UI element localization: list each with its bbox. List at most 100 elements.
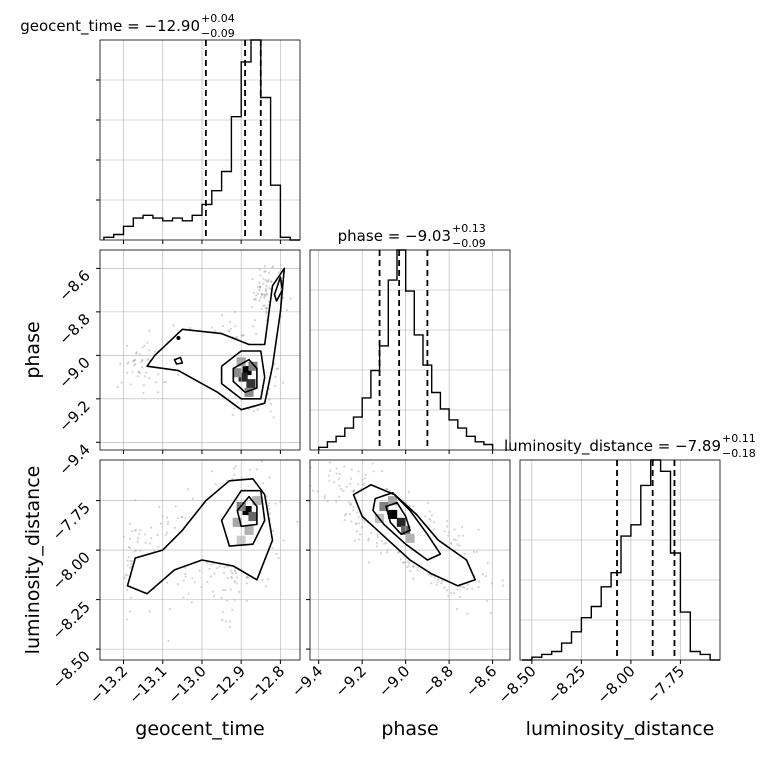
panel-frame-2-2 — [519, 459, 721, 661]
panel-frame-1-0 — [99, 249, 301, 451]
scatter-point — [229, 569, 232, 572]
scatter-point — [233, 473, 236, 477]
scatter-point — [433, 528, 436, 531]
scatter-point — [200, 585, 203, 589]
scatter-point — [222, 571, 226, 574]
scatter-point — [428, 510, 431, 513]
scatter-point — [386, 551, 389, 554]
scatter-point — [408, 561, 411, 565]
scatter-point — [412, 565, 415, 569]
scatter-point — [466, 587, 469, 591]
tick-label-y-phase-0: −9.4 — [55, 440, 93, 478]
scatter-point — [120, 381, 123, 384]
scatter-point — [233, 467, 236, 470]
scatter-point — [459, 596, 462, 599]
scatter-point — [148, 349, 151, 352]
scatter-point — [232, 407, 236, 410]
density-cell-luminosity_distance_vs_geocent_time-2 — [248, 511, 258, 521]
scatter-point — [137, 370, 141, 374]
scatter-point — [371, 462, 374, 465]
scatter-point — [267, 502, 270, 505]
scatter-point — [262, 482, 265, 485]
scatter-point — [193, 581, 196, 584]
scatter-point — [184, 517, 187, 520]
scatter-point — [440, 582, 443, 585]
scatter-point — [264, 294, 267, 297]
scatter-point — [148, 610, 151, 613]
scatter-point — [177, 373, 180, 376]
histogram-geocent-time — [103, 39, 300, 241]
density-cell-luminosity_distance_vs_geocent_time-0 — [242, 506, 252, 516]
scatter-point — [380, 469, 384, 473]
scatter-point — [130, 560, 134, 563]
scatter-point — [229, 321, 232, 324]
scatter-point — [443, 586, 446, 589]
scatter-point — [182, 579, 185, 582]
scatter-point — [463, 586, 466, 589]
scatter-point — [344, 512, 347, 516]
scatter-point — [375, 545, 379, 548]
scatter-point — [144, 371, 148, 374]
scatter-point — [409, 570, 412, 573]
scatter-point — [264, 289, 267, 292]
scatter-point — [128, 537, 132, 540]
scatter-point — [223, 566, 226, 569]
title-phase: phase = −9.03 — [338, 227, 451, 245]
scatter-point — [191, 497, 194, 500]
scatter-point — [268, 387, 271, 390]
histogram-phase — [318, 249, 494, 450]
density-cell-phase_vs_geocent_time-0 — [242, 366, 252, 376]
scatter-point — [453, 592, 456, 595]
scatter-point — [397, 551, 400, 554]
scatter-point — [255, 468, 258, 471]
scatter-point — [353, 539, 356, 542]
scatter-point — [245, 582, 248, 585]
tick-label-y-phase-2: −9.0 — [55, 353, 93, 391]
scatter-point — [254, 319, 257, 322]
scatter-point — [356, 511, 359, 514]
scatter-point — [277, 271, 280, 274]
scatter-point — [258, 268, 261, 271]
scatter-point — [221, 324, 224, 328]
scatter-point — [254, 297, 258, 300]
scatter-point — [125, 344, 129, 347]
scatter-point — [128, 522, 132, 525]
scatter-point — [269, 410, 272, 413]
scatter-point — [135, 352, 138, 355]
scatter-point — [140, 360, 143, 364]
scatter-point — [352, 505, 355, 508]
scatter-point — [340, 488, 343, 491]
scatter-point — [357, 483, 360, 486]
contour-line-luminosity_distance_vs_geocent_time-1 — [220, 489, 266, 547]
scatter-point — [343, 457, 345, 459]
scatter-point — [475, 550, 478, 554]
scatter-point — [262, 277, 265, 280]
scatter-point — [173, 526, 176, 530]
scatter-point — [335, 500, 338, 503]
scatter-point — [220, 596, 223, 599]
scatter-point — [137, 537, 140, 540]
scatter-point — [242, 333, 245, 336]
scatter-point — [458, 544, 461, 547]
tick-label-x-phase-1: −9.2 — [332, 662, 370, 700]
scatter-point — [157, 545, 160, 548]
scatter-point — [333, 481, 336, 484]
scatter-point — [231, 572, 234, 575]
density-cell-phase_vs_geocent_time-1 — [238, 372, 248, 382]
contour-line-phase_vs_geocent_time-0 — [146, 267, 286, 411]
scatter-point — [376, 541, 379, 545]
scatter-point — [265, 585, 268, 588]
scatter-point — [348, 513, 351, 516]
scatter-point — [229, 588, 232, 591]
x-label-geocent-time: geocent_time — [135, 718, 264, 740]
scatter-point — [268, 271, 271, 274]
scatter-point — [351, 490, 354, 493]
scatter-point — [428, 518, 431, 521]
y-label-phase: phase — [22, 321, 44, 378]
scatter-point — [270, 403, 273, 406]
scatter-point — [486, 561, 489, 565]
scatter-point — [514, 617, 516, 619]
scatter-point — [466, 612, 469, 615]
tick-label-y-luminosity-distance-3: −7.75 — [49, 499, 94, 544]
